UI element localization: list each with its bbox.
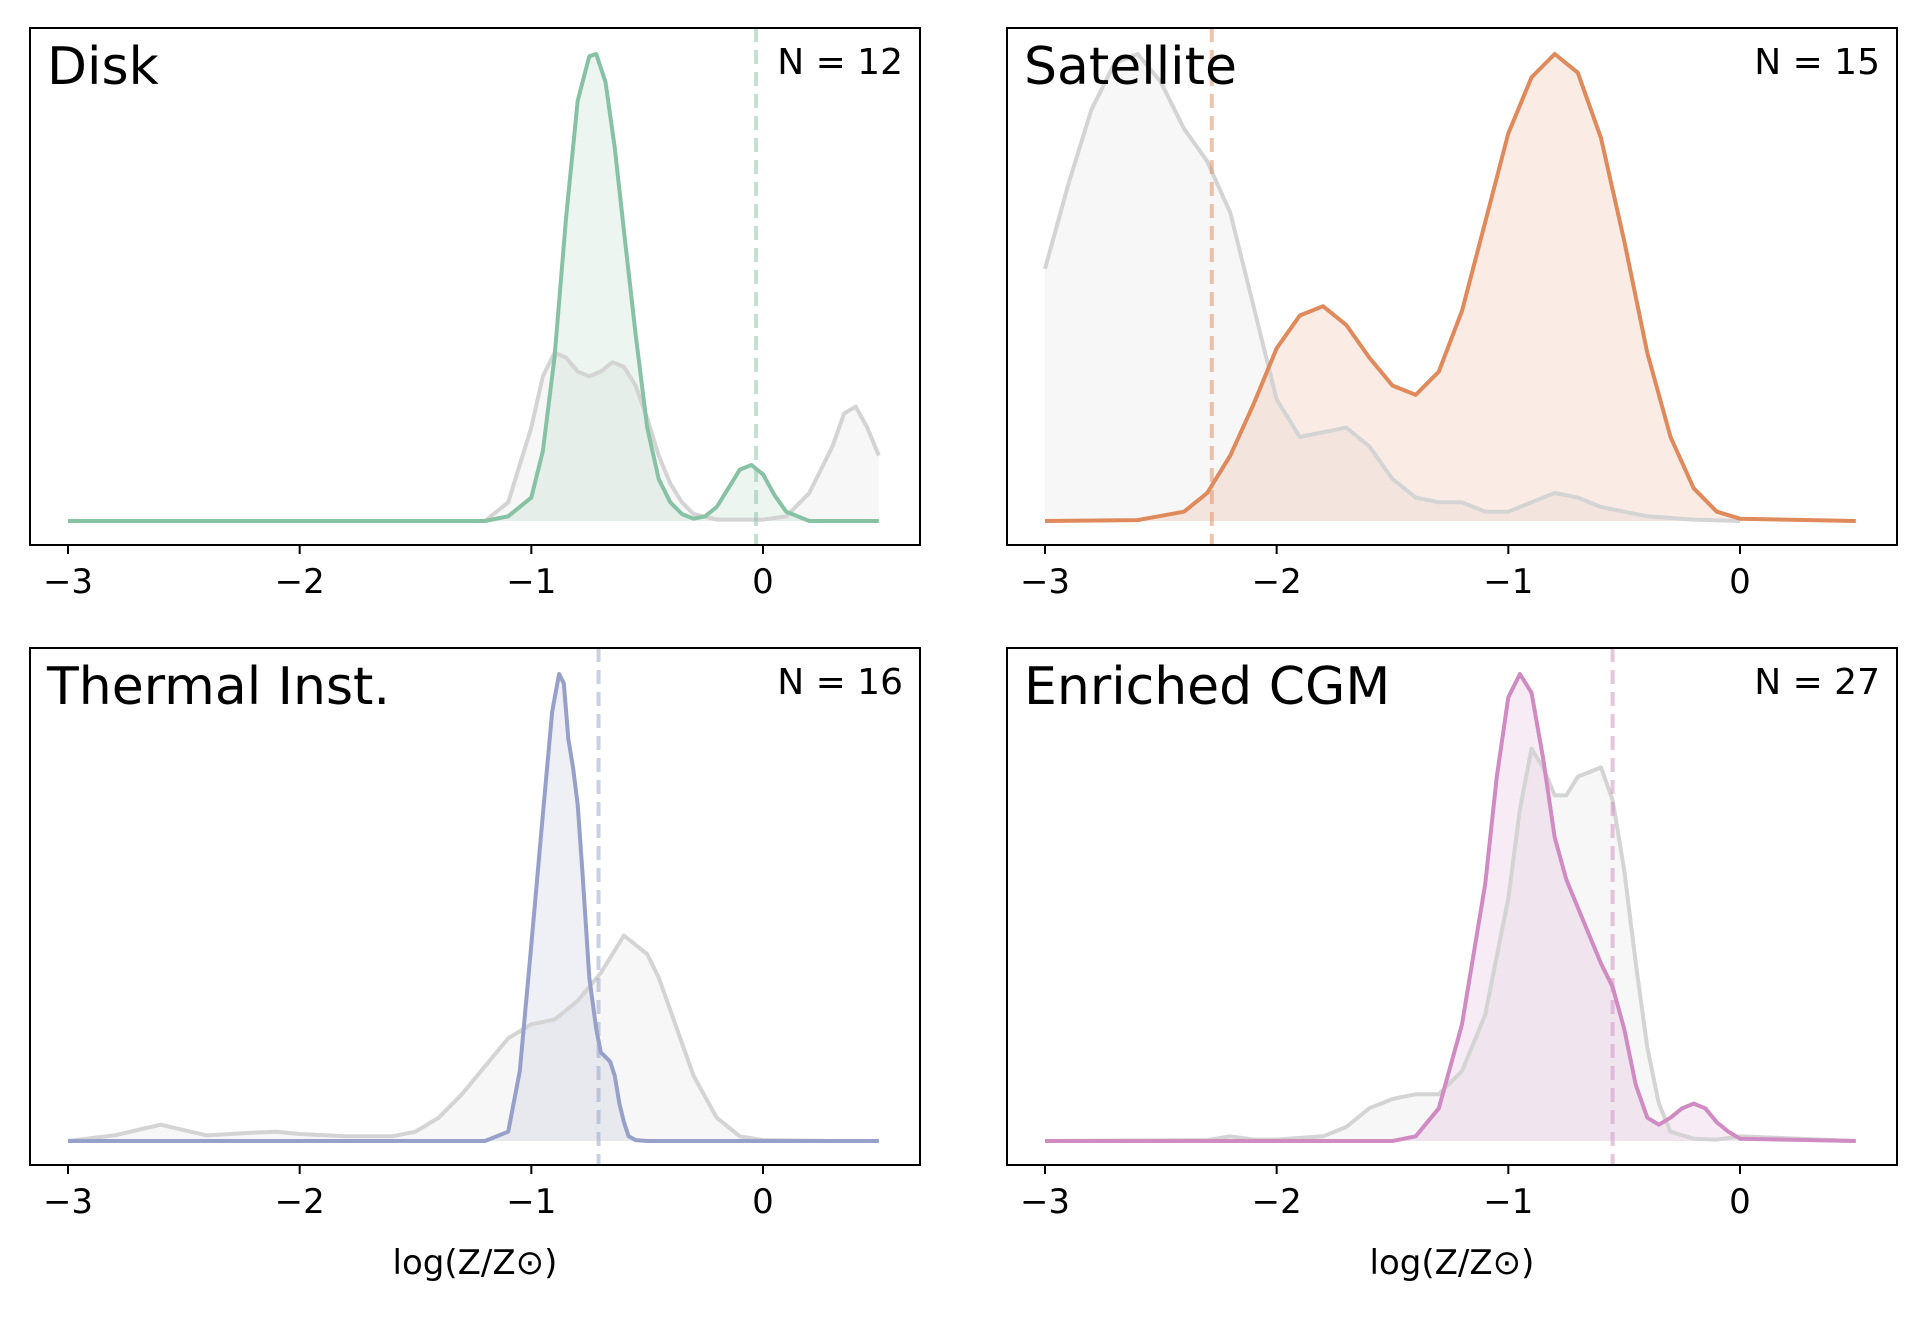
axes-frame — [1006, 27, 1898, 546]
context-density-line — [1044, 746, 1856, 1143]
density-line — [1044, 52, 1856, 523]
sample-size-label: N = 12 — [777, 42, 903, 83]
panel-title: Enriched CGM — [1024, 657, 1390, 717]
density-line — [68, 672, 879, 1143]
context-density-line — [1043, 52, 1741, 523]
x-tick-label: −1 — [506, 1182, 556, 1222]
context-density-line — [67, 933, 879, 1143]
context-density-fill — [1045, 54, 1740, 521]
sample-size-label: N = 27 — [1754, 662, 1880, 703]
x-tick-label: −2 — [1252, 1182, 1302, 1222]
density-fill — [68, 674, 879, 1141]
x-tick-label: −2 — [1252, 562, 1302, 602]
panel-title: Thermal Inst. — [46, 657, 390, 717]
x-tick-label: 0 — [752, 1182, 774, 1222]
panel-title: Satellite — [1024, 37, 1237, 97]
x-tick-label: −2 — [275, 562, 325, 602]
density-line — [1045, 672, 1856, 1143]
panel-satellite: −3 −2 −1 0 Satellite N = 15 — [1006, 27, 1898, 602]
axes-frame — [1006, 647, 1898, 1166]
axes-frame — [29, 27, 921, 546]
x-tick-label: 0 — [1729, 1182, 1751, 1222]
x-tick-label: 0 — [752, 562, 774, 602]
x-tick-label: 0 — [1729, 562, 1751, 602]
x-axis-label: log(Z/Z⊙) — [393, 1243, 558, 1283]
x-tick-label: −3 — [43, 562, 93, 602]
x-tick-label: −3 — [1020, 1182, 1070, 1222]
x-tick-label: −2 — [275, 1182, 325, 1222]
x-tick-label: −3 — [43, 1182, 93, 1222]
x-tick-label: −1 — [1483, 562, 1533, 602]
sample-size-label: N = 15 — [1754, 42, 1880, 83]
panel-disk: −3 −2 −1 0 Disk N = 12 — [29, 27, 921, 602]
panel-enriched-cgm: −3 −2 −1 0 Enriched CGM N = 27 log(Z/Z⊙) — [1006, 647, 1898, 1283]
context-density-fill — [68, 935, 879, 1141]
x-axis-label: log(Z/Z⊙) — [1370, 1243, 1535, 1283]
sample-size-label: N = 16 — [777, 662, 903, 703]
panel-title: Disk — [47, 37, 159, 97]
x-tick-label: −3 — [1020, 562, 1070, 602]
x-tick-label: −1 — [1483, 1182, 1533, 1222]
axes-frame — [29, 647, 921, 1166]
x-tick-label: −1 — [506, 562, 556, 602]
density-line — [68, 52, 879, 523]
context-density-line — [68, 350, 881, 523]
panel-thermal-inst: −3 −2 −1 0 Thermal Inst. N = 16 log(Z/Z⊙) — [29, 647, 921, 1283]
density-fill — [1045, 54, 1856, 521]
